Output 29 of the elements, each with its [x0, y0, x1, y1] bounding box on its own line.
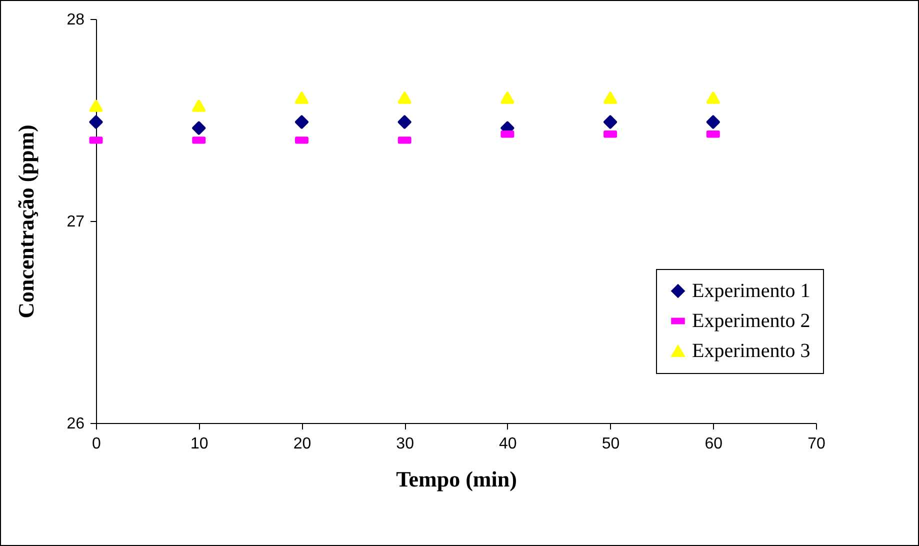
- point: [706, 92, 720, 104]
- y-axis-title: Concentração (ppm): [14, 124, 39, 318]
- point: [89, 115, 103, 129]
- x-tick-label: 50: [602, 436, 620, 452]
- x-tick-label: 30: [396, 436, 414, 452]
- point: [89, 100, 103, 112]
- point: [398, 92, 412, 104]
- point: [398, 115, 412, 129]
- y-tick-label: 26: [66, 416, 85, 432]
- point: [192, 121, 206, 135]
- point: [604, 92, 618, 104]
- point: [294, 115, 308, 129]
- x-tick-label: 10: [190, 436, 208, 452]
- legend-label: Experimento 3: [692, 340, 810, 362]
- x-tick-label: 0: [92, 436, 102, 452]
- x-tick-label: 40: [499, 436, 517, 452]
- x-tick-label: 70: [808, 436, 826, 452]
- point: [192, 100, 206, 112]
- y-tick-label: 27: [66, 214, 85, 230]
- point: [604, 115, 618, 129]
- point: [500, 92, 514, 104]
- x-axis-title: Tempo (min): [396, 466, 517, 492]
- y-tick-label: 28: [66, 12, 85, 28]
- x-tick-label: 60: [704, 436, 723, 452]
- x-tick-label: 20: [293, 436, 312, 452]
- legend-label: Experimento 2: [692, 310, 810, 332]
- point: [294, 92, 308, 104]
- legend-label: Experimento 1: [692, 280, 810, 302]
- point: [706, 115, 720, 129]
